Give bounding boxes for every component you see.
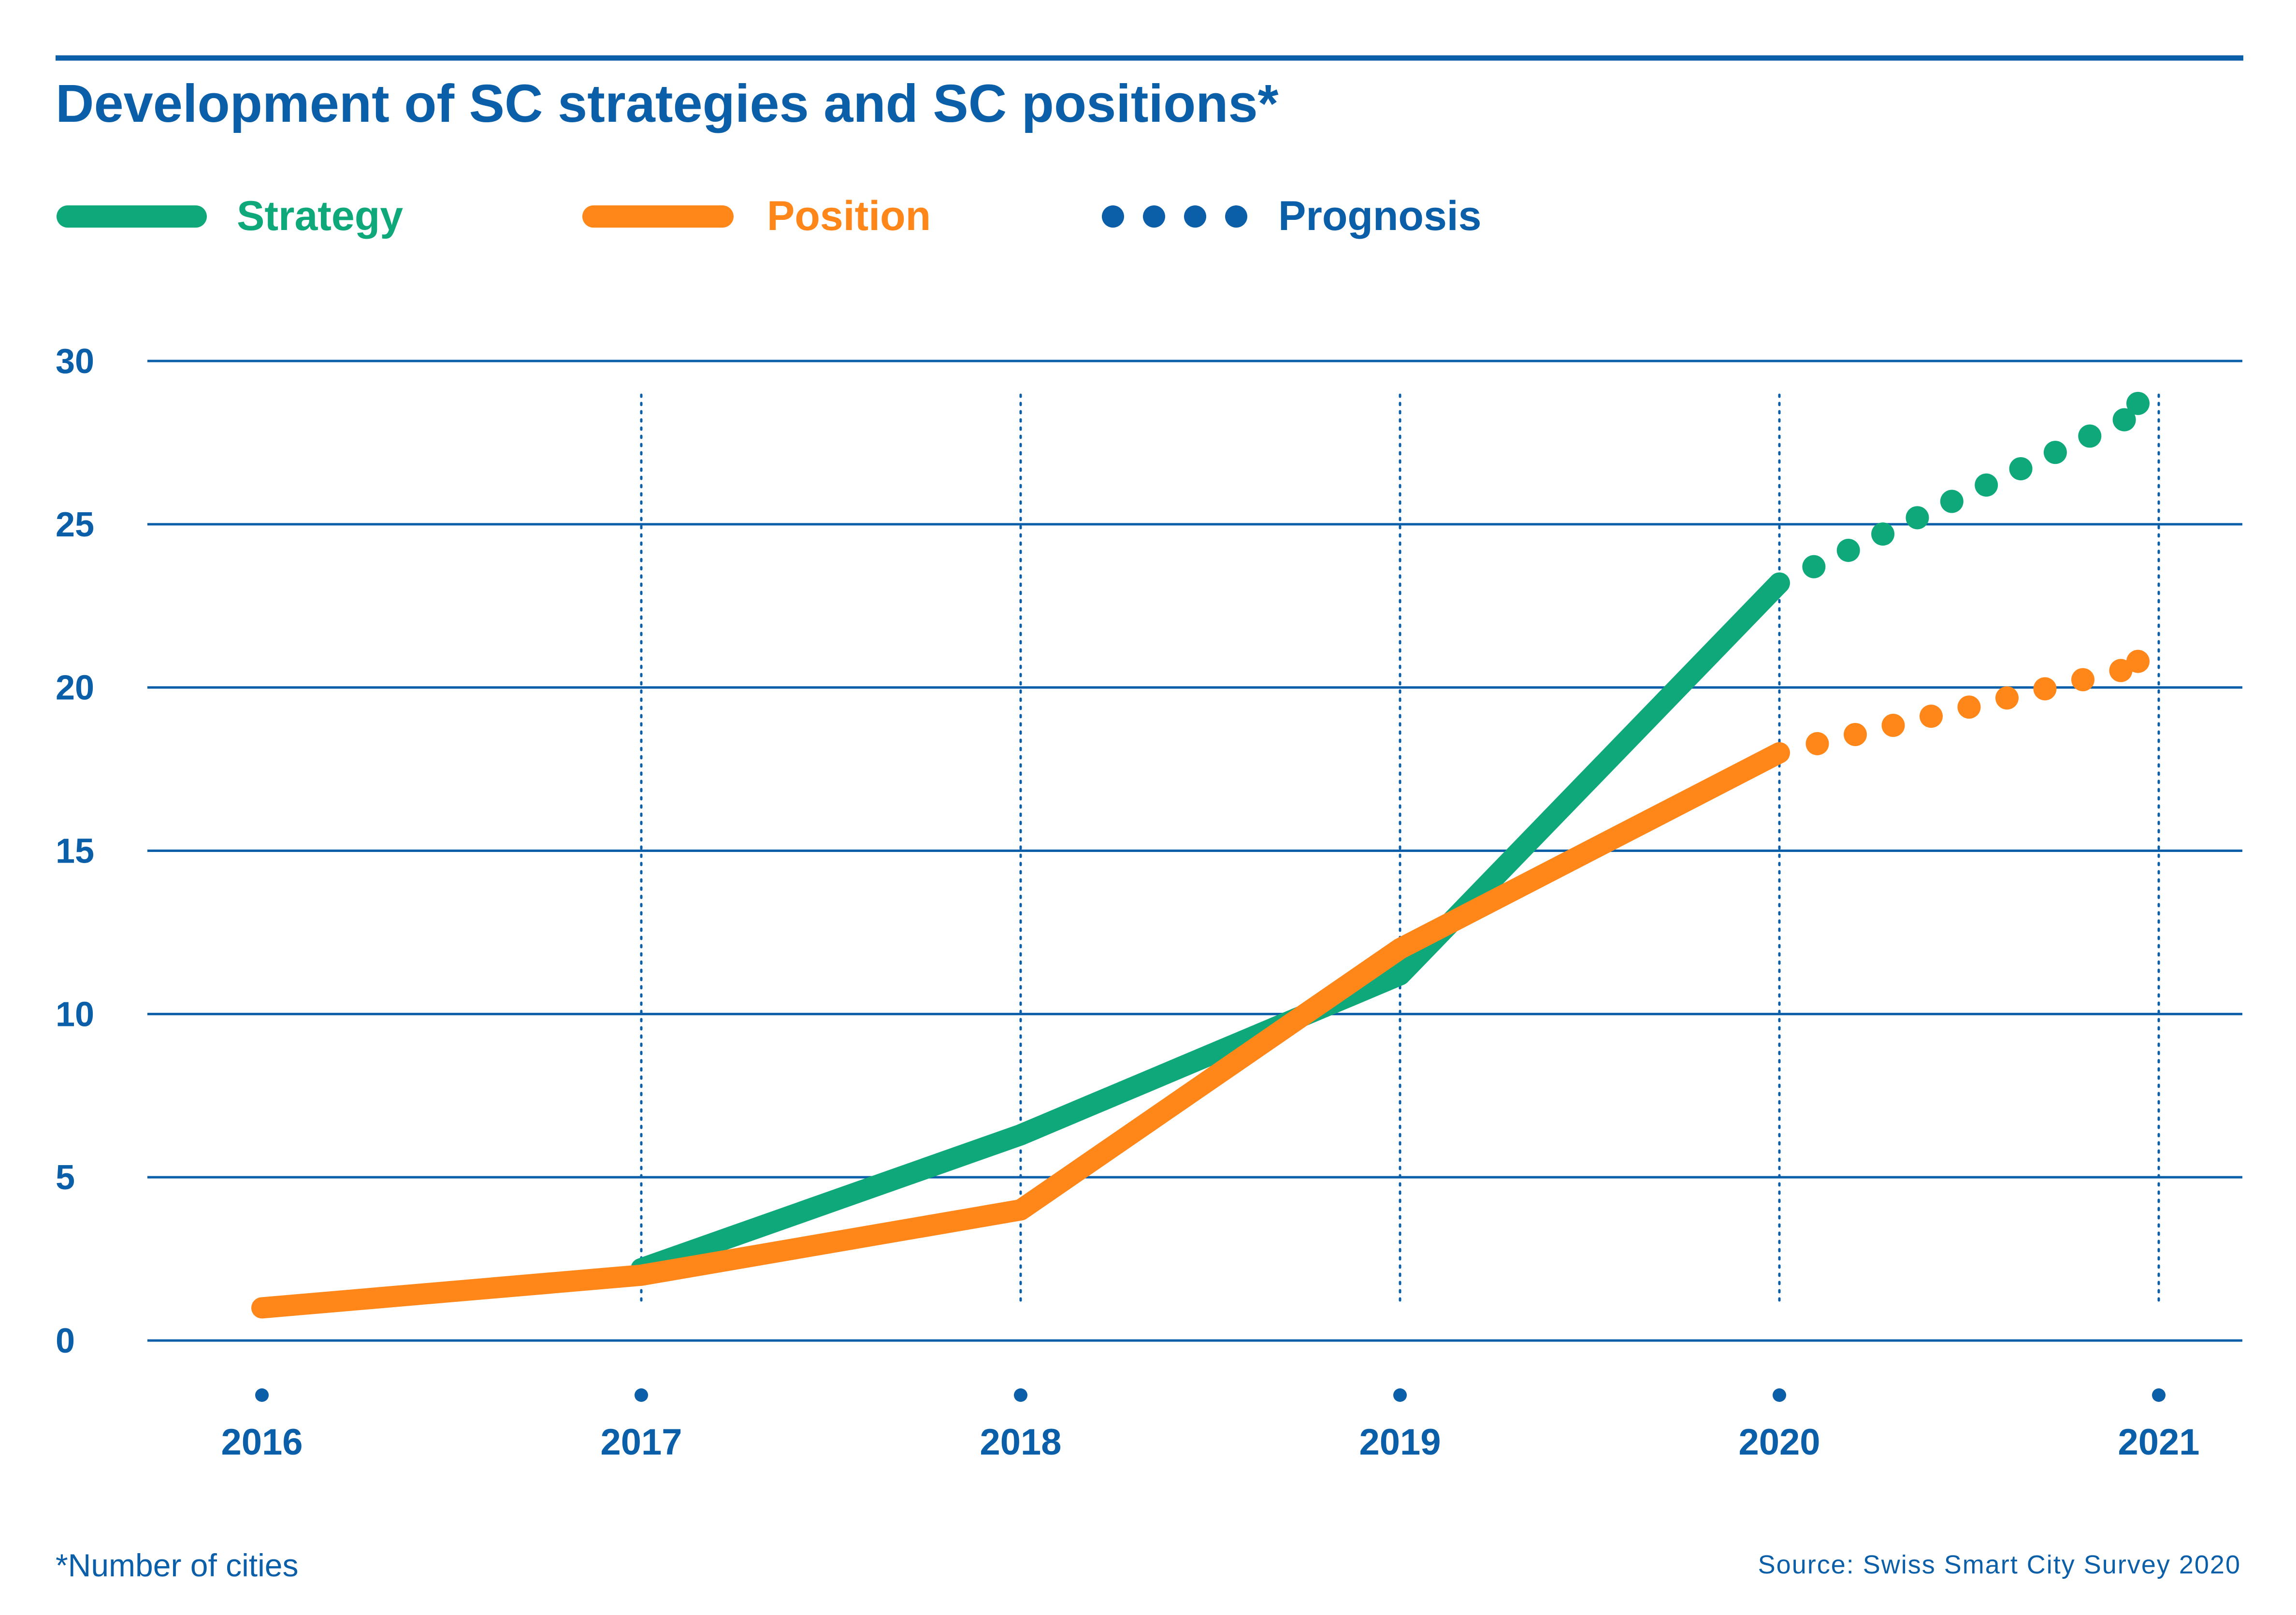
grid-lines <box>147 360 2242 1342</box>
y-tick-label: 15 <box>56 832 94 871</box>
year-guides <box>640 393 2160 1306</box>
position-prognosis-dot <box>2033 677 2057 701</box>
x-tick-label: 2017 <box>600 1422 682 1463</box>
y-tick-label: 25 <box>56 505 94 544</box>
y-tick-label: 10 <box>56 995 94 1034</box>
x-tick-label: 2019 <box>1359 1422 1441 1463</box>
position-actual-line <box>251 742 1790 1319</box>
legend-prognosis-label: Prognosis <box>1278 193 1482 239</box>
strategy-prognosis-dot <box>1871 522 1895 546</box>
strategy-prognosis-dot <box>1802 555 1826 578</box>
x-tick-label: 2020 <box>1738 1422 1820 1463</box>
x-tick-dot <box>1773 1388 1786 1402</box>
legend-prognosis-dot <box>1102 205 1124 228</box>
position-prognosis-dot <box>2109 659 2133 682</box>
strategy-prognosis-dot <box>2126 391 2150 415</box>
x-tick-dot <box>1014 1388 1027 1402</box>
y-tick-label: 5 <box>56 1158 75 1197</box>
legend-prognosis-swatch <box>1102 205 1247 228</box>
strategy-prognosis-dot <box>2043 441 2067 464</box>
position-prognosis-dot <box>1805 732 1829 755</box>
strategy-prognosis-dot <box>2078 424 2102 448</box>
legend-strategy-label: Strategy <box>237 193 403 239</box>
y-tick-label: 20 <box>56 669 94 707</box>
x-axis-tick-dots <box>255 1388 2166 1402</box>
series-layer <box>251 391 2150 1319</box>
strategy-prognosis-dot <box>2112 408 2136 432</box>
y-axis-tick-labels: 0 5 10 15 20 25 30 <box>56 342 94 1360</box>
legend-position-label: Position <box>767 193 931 239</box>
x-tick-label: 2016 <box>221 1422 303 1463</box>
legend-prognosis-dot <box>1225 205 1247 228</box>
strategy-prognosis-dot <box>1940 490 1964 513</box>
x-axis-tick-labels: 2016 2017 2018 2019 2020 2021 <box>221 1422 2199 1463</box>
position-prognosis-dot <box>2126 649 2150 673</box>
x-tick-label: 2021 <box>2118 1422 2199 1463</box>
strategy-actual-line <box>631 572 1790 1280</box>
position-prognosis-dot <box>1920 705 1943 728</box>
position-prognosis-dot <box>1995 686 2019 710</box>
x-tick-dot <box>635 1388 648 1402</box>
x-tick-dot <box>2152 1388 2166 1402</box>
position-prognosis-dot <box>1881 714 1905 737</box>
y-tick-label: 0 <box>56 1322 75 1360</box>
footnote: *Number of cities <box>56 1547 299 1583</box>
strategy-prognosis-dot <box>1836 538 1860 562</box>
position-prognosis-dot <box>1844 722 1867 746</box>
source-note: Source: Swiss Smart City Survey 2020 <box>1758 1550 2241 1579</box>
legend-prognosis-dot <box>1143 205 1165 228</box>
chart-title: Development of SC strategies and SC posi… <box>56 74 1279 133</box>
x-tick-dot <box>1393 1388 1407 1402</box>
position-prognosis-dot <box>1957 695 1981 719</box>
y-tick-label: 30 <box>56 342 94 381</box>
position-prognosis-dot <box>2071 668 2094 692</box>
x-tick-dot <box>255 1388 269 1402</box>
strategy-prognosis-dot <box>2009 457 2033 480</box>
legend: Strategy Position Prognosis <box>57 193 1482 239</box>
x-tick-label: 2018 <box>980 1422 1061 1463</box>
legend-prognosis-dot <box>1184 205 1206 228</box>
strategy-prognosis-dot <box>1975 473 1998 497</box>
strategy-prognosis-dot <box>1906 506 1929 530</box>
